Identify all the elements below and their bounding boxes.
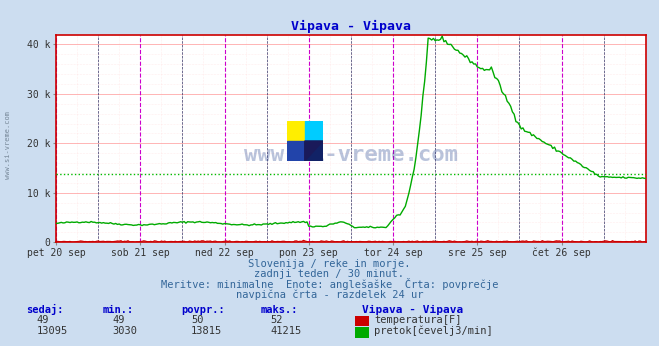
Text: temperatura[F]: temperatura[F]	[374, 315, 462, 325]
Text: 52: 52	[270, 315, 283, 325]
Text: sedaj:: sedaj:	[26, 304, 64, 315]
Polygon shape	[287, 141, 304, 161]
Text: www.si-vreme.com: www.si-vreme.com	[5, 111, 11, 179]
Text: 49: 49	[36, 315, 49, 325]
Text: Vipava - Vipava: Vipava - Vipava	[362, 305, 464, 315]
Polygon shape	[287, 121, 304, 141]
Text: zadnji teden / 30 minut.: zadnji teden / 30 minut.	[254, 270, 405, 280]
Text: Meritve: minimalne  Enote: anglešaške  Črta: povprečje: Meritve: minimalne Enote: anglešaške Črt…	[161, 278, 498, 290]
Text: 3030: 3030	[112, 326, 137, 336]
Text: www.si-vreme.com: www.si-vreme.com	[244, 145, 458, 165]
Text: 49: 49	[112, 315, 125, 325]
Text: 41215: 41215	[270, 326, 301, 336]
Text: Slovenija / reke in morje.: Slovenija / reke in morje.	[248, 259, 411, 269]
Text: pretok[čevelj3/min]: pretok[čevelj3/min]	[374, 326, 493, 336]
Text: maks.:: maks.:	[260, 305, 298, 315]
Text: 13095: 13095	[36, 326, 67, 336]
Polygon shape	[304, 121, 323, 141]
Text: navpična črta - razdelek 24 ur: navpična črta - razdelek 24 ur	[236, 289, 423, 300]
Text: 13815: 13815	[191, 326, 222, 336]
Title: Vipava - Vipava: Vipava - Vipava	[291, 20, 411, 34]
Polygon shape	[304, 141, 323, 161]
Text: povpr.:: povpr.:	[181, 305, 225, 315]
Polygon shape	[304, 141, 323, 161]
Text: 50: 50	[191, 315, 204, 325]
Text: min.:: min.:	[102, 305, 133, 315]
